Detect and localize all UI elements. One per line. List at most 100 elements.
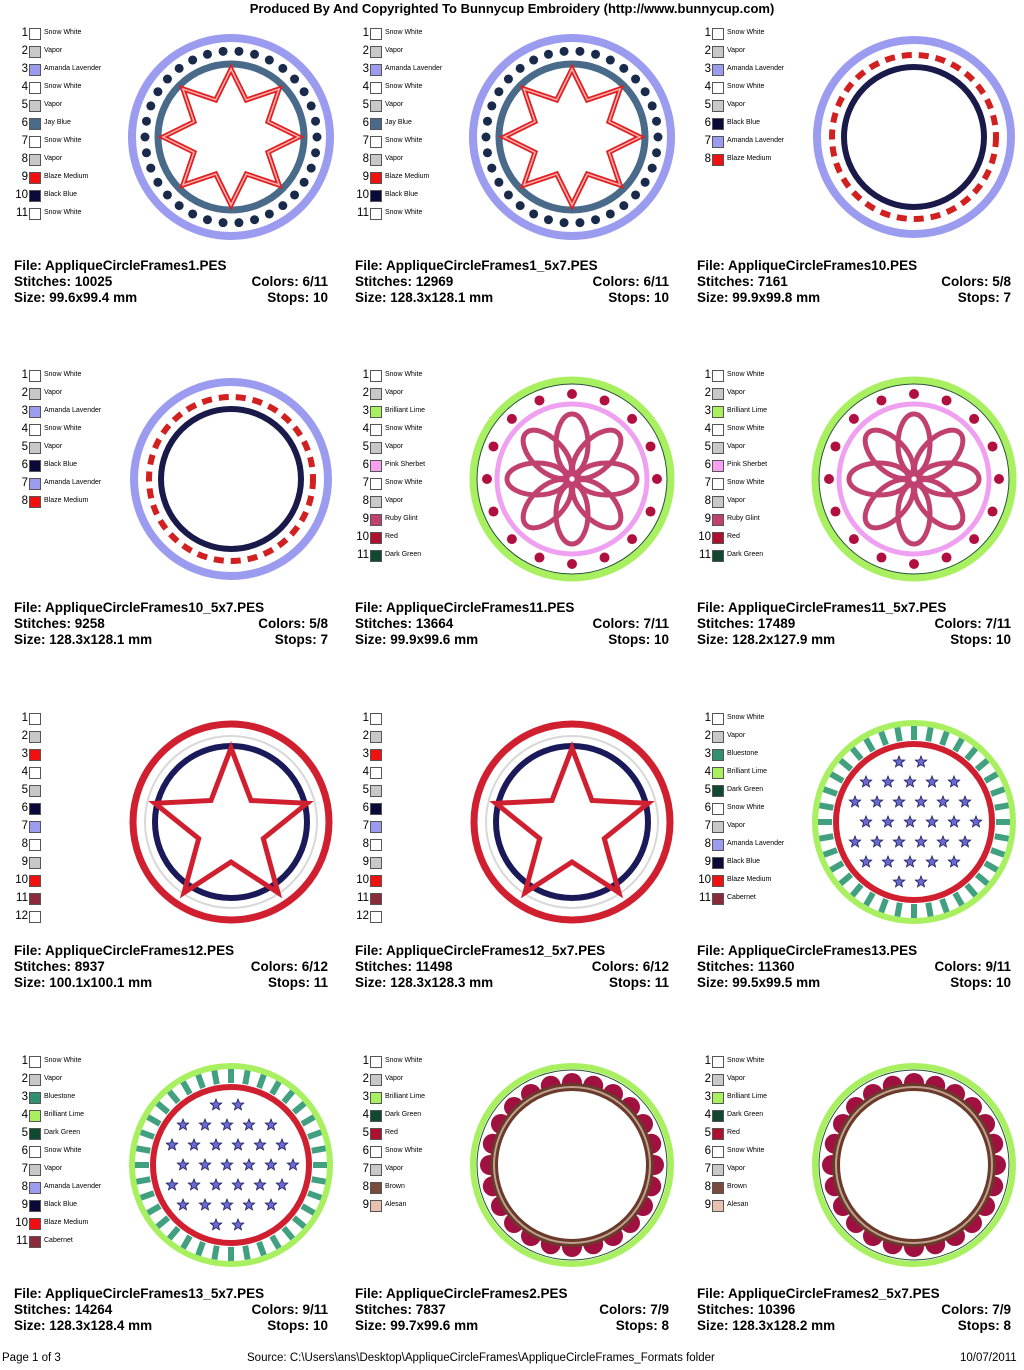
petal: [912, 427, 966, 481]
swatch-number: 5: [704, 441, 711, 453]
small-star: [958, 834, 972, 848]
swatch-number: 2: [21, 1073, 28, 1085]
swatch-number: 6: [704, 459, 711, 471]
swatch-row: 7 Vapor: [355, 1162, 475, 1180]
swatch-number: 5: [21, 99, 28, 111]
bead-dot: [174, 201, 184, 211]
swatch-number: 9: [704, 513, 711, 525]
flower-dot: [506, 413, 517, 424]
design-size: Size: 128.3x128.1 mm: [355, 290, 494, 305]
small-star: [220, 1157, 234, 1171]
swatch-row: 10 Blaze Medium: [697, 873, 817, 891]
outer-ring-edge: [476, 383, 668, 575]
color-count: Colors: 6/12: [591, 959, 669, 974]
swatch-color: [29, 64, 41, 76]
swatch-row: 4 Snow White: [355, 422, 475, 440]
swatch-number: 7: [21, 1163, 28, 1175]
bead-dot: [631, 74, 641, 84]
swatch-row: 7 Snow White: [14, 134, 134, 152]
small-star: [925, 814, 939, 828]
bead-dot: [559, 46, 569, 56]
swatch-name: Black Blue: [44, 191, 78, 198]
flower-dot: [506, 534, 517, 545]
swatch-number: 2: [704, 45, 711, 57]
swatch-color: [370, 442, 382, 454]
bar-tick: [135, 1176, 151, 1185]
bead-dot: [591, 215, 601, 225]
small-star: [848, 834, 862, 848]
swatch-row: 3 Brilliant Lime: [697, 404, 817, 422]
bar-tick: [166, 1225, 181, 1241]
small-star: [914, 754, 928, 768]
swatch-color: [29, 1056, 41, 1068]
swatch-color: [370, 821, 382, 833]
swatch-name: Vapor: [727, 1165, 746, 1172]
swatch-row: 5 Vapor: [697, 98, 817, 116]
small-star: [903, 854, 917, 868]
swatch-number: 11: [357, 892, 369, 904]
swatch-row: 9 Blaze Medium: [14, 170, 134, 188]
swatch-row: 7 Snow White: [355, 476, 475, 494]
small-star: [859, 774, 873, 788]
swatch-color: [370, 1074, 382, 1086]
dashed-ring: [829, 52, 999, 222]
bead-dot: [264, 209, 274, 219]
swatch-row: 8 Brown: [355, 1180, 475, 1198]
embroidery-design: [813, 36, 1015, 238]
color-count: Colors: 5/8: [258, 616, 328, 631]
small-star: [892, 794, 906, 808]
bead-dot: [146, 163, 156, 173]
swatch-number: 2: [21, 387, 28, 399]
design-info: File: AppliqueCircleFrames13.PES Stitches…: [697, 943, 1011, 991]
small-star: [892, 754, 906, 768]
design-size: Size: 128.3x128.4 mm: [14, 1318, 153, 1333]
swatch-color: [29, 136, 41, 148]
swatch-row: 1 Snow White: [355, 368, 475, 386]
swatch-name: Snow White: [727, 29, 765, 36]
swatch-color: [29, 857, 41, 869]
swatch-row: 2: [355, 729, 475, 747]
swatch-name: Amanda Lavender: [727, 840, 785, 847]
flower-dot: [994, 474, 1004, 484]
bead-dot: [575, 46, 585, 56]
bar-tick: [925, 726, 934, 742]
swatch-name: Vapor: [385, 101, 404, 108]
swatch-name: Snow White: [44, 1057, 82, 1064]
swatch-color: [29, 154, 41, 166]
swatch-number: 10: [698, 874, 711, 886]
swatch-number: 5: [704, 1127, 711, 1139]
swatch-row: 6 Pink Sherbet: [355, 458, 475, 476]
swatch-row: 2 Vapor: [14, 1072, 134, 1090]
swatch-name: Ruby Glint: [727, 515, 760, 522]
swatch-color: [370, 1164, 382, 1176]
color-count: Colors: 6/11: [592, 274, 669, 289]
petal: [862, 477, 916, 531]
swatch-row: 4: [355, 765, 475, 783]
swatch-color: [370, 406, 382, 418]
bead-dot: [647, 101, 657, 111]
flower-dot: [488, 506, 499, 517]
swatch-name: Snow White: [727, 1147, 765, 1154]
swatch-number: 10: [15, 874, 28, 886]
swatch-number: 10: [356, 189, 369, 201]
design-size: Size: 99.6x99.4 mm: [14, 290, 138, 305]
bar-tick: [291, 1215, 307, 1230]
swatch-row: 10 Black Blue: [14, 188, 134, 206]
flower-dot: [534, 552, 545, 563]
swatch-number: 9: [704, 1199, 711, 1211]
swatch-number: 1: [362, 369, 369, 381]
bar-tick: [849, 746, 864, 762]
star-outline: [489, 740, 655, 899]
swatch-row: 1 Snow White: [697, 1054, 817, 1072]
design-info: File: AppliqueCircleFrames2_5x7.PES Stitc…: [697, 1286, 1011, 1334]
swatch-number: 8: [362, 838, 369, 850]
swatch-color: [712, 1074, 724, 1086]
bead-dot: [290, 74, 300, 84]
swatch-row: 1: [355, 711, 475, 729]
outer-ring: [469, 34, 675, 240]
swatch-number: 8: [21, 1181, 28, 1193]
flower-dot: [848, 413, 859, 424]
inner-ring: [494, 401, 650, 557]
design-card: 1 Snow White 2 Vapor 3 Brilliant Lime 4 Snow Wh…: [697, 368, 1024, 698]
flower-dot: [830, 506, 841, 517]
